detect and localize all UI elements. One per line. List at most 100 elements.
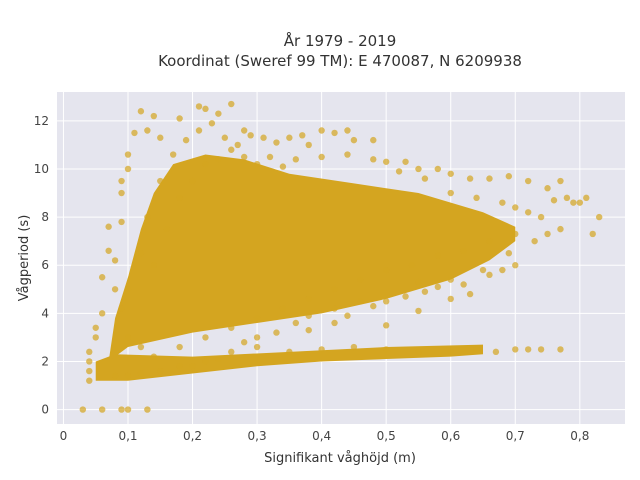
data-point xyxy=(118,189,125,197)
data-point xyxy=(253,334,261,341)
data-point xyxy=(305,141,312,149)
data-point xyxy=(318,346,325,353)
data-point xyxy=(176,115,183,122)
y-axis-label: Vågperiod (s) xyxy=(17,215,32,302)
data-point xyxy=(589,230,596,238)
data-point xyxy=(382,298,390,305)
data-point xyxy=(305,295,312,303)
data-point xyxy=(382,322,390,329)
data-point xyxy=(447,295,454,303)
data-point xyxy=(550,197,558,204)
data-point xyxy=(318,153,325,161)
data-point xyxy=(524,346,532,353)
data-point xyxy=(544,185,551,192)
data-point xyxy=(253,160,261,168)
data-point xyxy=(473,346,480,353)
data-point xyxy=(86,377,93,384)
data-point xyxy=(570,199,577,206)
data-point xyxy=(176,343,183,351)
data-point xyxy=(221,134,229,141)
y-tick-label: 4 xyxy=(41,306,49,320)
data-point xyxy=(144,127,151,134)
data-point xyxy=(408,262,416,269)
x-tick-label: 0,4 xyxy=(312,429,331,443)
data-point xyxy=(318,127,325,134)
data-point xyxy=(479,266,487,274)
data-point xyxy=(344,151,351,158)
data-point xyxy=(169,151,177,158)
data-point xyxy=(202,105,209,113)
data-point xyxy=(415,165,422,173)
data-point xyxy=(499,199,506,206)
chart-title-line-1: År 1979 - 2019 xyxy=(284,31,397,50)
x-tick-labels: 0 0,1 0,2 0,3 0,4 0,5 0,6 0,7 0,8 xyxy=(60,429,590,443)
data-point xyxy=(350,136,358,144)
x-tick-label: 0,2 xyxy=(183,429,202,443)
data-point xyxy=(247,132,254,139)
data-point xyxy=(98,406,106,413)
data-point xyxy=(544,230,551,238)
data-point xyxy=(105,247,112,254)
data-point xyxy=(331,319,338,327)
data-point xyxy=(137,249,145,257)
x-axis-label: Signifikant våghöjd (m) xyxy=(264,451,416,466)
data-point xyxy=(182,136,190,144)
data-point xyxy=(370,302,377,310)
data-point xyxy=(137,370,145,377)
y-tick-label: 12 xyxy=(34,114,49,128)
data-point xyxy=(382,266,390,274)
data-point xyxy=(557,177,564,185)
dense-low-band xyxy=(95,344,484,381)
data-point xyxy=(79,406,87,413)
y-tick-label: 0 xyxy=(41,403,49,417)
data-point xyxy=(189,177,196,185)
data-point xyxy=(447,170,454,177)
data-point xyxy=(118,406,125,413)
data-point xyxy=(460,281,467,288)
data-point xyxy=(273,329,280,336)
data-point xyxy=(292,319,300,327)
data-point xyxy=(124,372,132,380)
data-point xyxy=(215,156,222,163)
y-tick-labels: 0 2 4 6 8 10 12 xyxy=(34,114,49,417)
data-point xyxy=(512,204,519,211)
data-point xyxy=(434,252,442,259)
data-point xyxy=(331,305,338,312)
data-point xyxy=(98,274,106,281)
data-point xyxy=(240,339,248,346)
data-point xyxy=(118,305,125,312)
x-tick-label: 0,7 xyxy=(506,429,525,443)
data-point xyxy=(157,177,164,185)
data-point xyxy=(157,134,164,141)
data-point xyxy=(279,305,287,312)
data-point xyxy=(473,194,480,202)
data-point xyxy=(111,372,119,380)
data-point xyxy=(124,334,132,341)
data-point xyxy=(415,278,422,286)
data-point xyxy=(466,175,474,182)
data-point xyxy=(234,141,241,149)
data-point xyxy=(228,348,235,356)
data-point xyxy=(124,151,132,158)
y-tick-label: 6 xyxy=(41,258,49,272)
data-point xyxy=(98,310,106,317)
data-point xyxy=(157,367,164,375)
data-point xyxy=(447,348,454,356)
data-point xyxy=(228,146,235,153)
data-point xyxy=(150,112,158,120)
data-point xyxy=(144,406,151,413)
data-point xyxy=(215,110,222,117)
data-point xyxy=(531,237,538,245)
data-point xyxy=(415,307,422,315)
data-point xyxy=(86,348,93,356)
data-point xyxy=(350,343,358,351)
data-point xyxy=(195,103,203,110)
data-point xyxy=(137,108,145,115)
data-point xyxy=(537,346,545,353)
data-point xyxy=(563,194,571,202)
data-point xyxy=(370,156,377,163)
data-point xyxy=(331,129,338,137)
dense-point-cloud xyxy=(95,154,516,381)
data-point xyxy=(92,334,99,341)
data-point xyxy=(150,262,158,269)
